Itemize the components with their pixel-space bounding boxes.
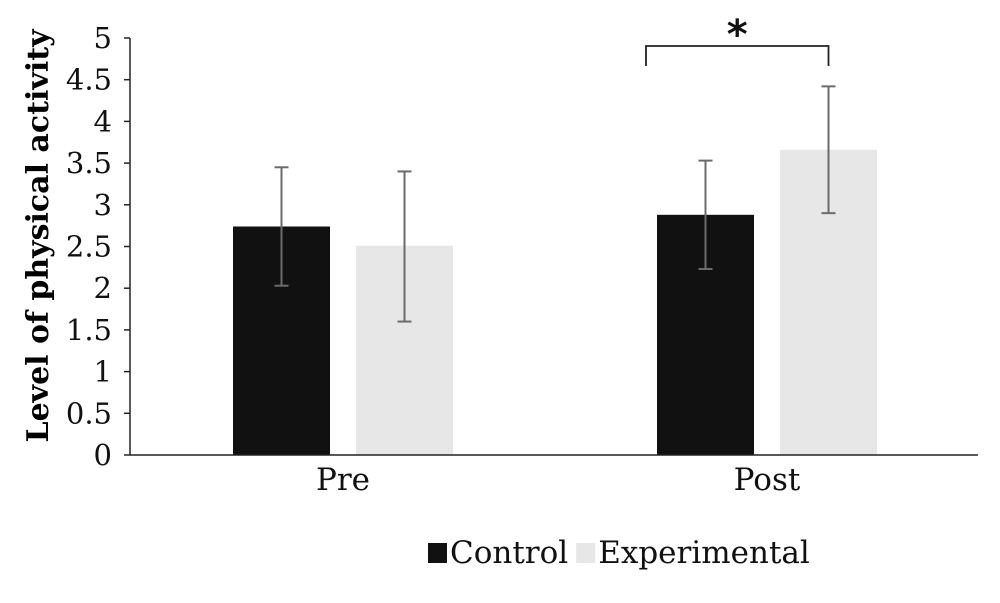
bars [233, 149, 877, 456]
y-tick-label: 0 [94, 438, 112, 472]
legend-swatch-control [428, 543, 447, 563]
y-tick-label: 2.5 [66, 230, 112, 264]
legend-label-experimental: Experimental [598, 535, 810, 571]
legend-label-control: Control [450, 535, 568, 571]
y-tick-label: 3 [94, 188, 112, 222]
y-axis: 0 0.5 1 1.5 2 2.5 3 3.5 4 4.5 5 [66, 21, 131, 472]
y-tick-label: 1 [94, 355, 112, 389]
legend-swatch-experimental [576, 543, 596, 563]
x-tick-label-pre: Pre [316, 462, 370, 498]
legend: Control Experimental [428, 535, 810, 571]
y-tick-label: 2 [94, 271, 112, 305]
error-bars [274, 85, 836, 323]
x-axis: Pre Post [130, 454, 978, 498]
significance-annotation: * [645, 12, 830, 66]
y-tick-label: 0.5 [66, 396, 112, 430]
x-tick-label-post: Post [734, 462, 801, 498]
significance-bracket [645, 45, 830, 66]
significance-star: * [727, 12, 748, 58]
y-tick-label: 3.5 [66, 146, 112, 180]
y-tick-label: 5 [94, 21, 112, 55]
y-tick-label: 4.5 [66, 63, 112, 97]
y-tick-label: 1.5 [66, 313, 112, 347]
y-tick-label: 4 [94, 104, 112, 138]
y-axis-label: Level of physical activity [21, 28, 56, 443]
